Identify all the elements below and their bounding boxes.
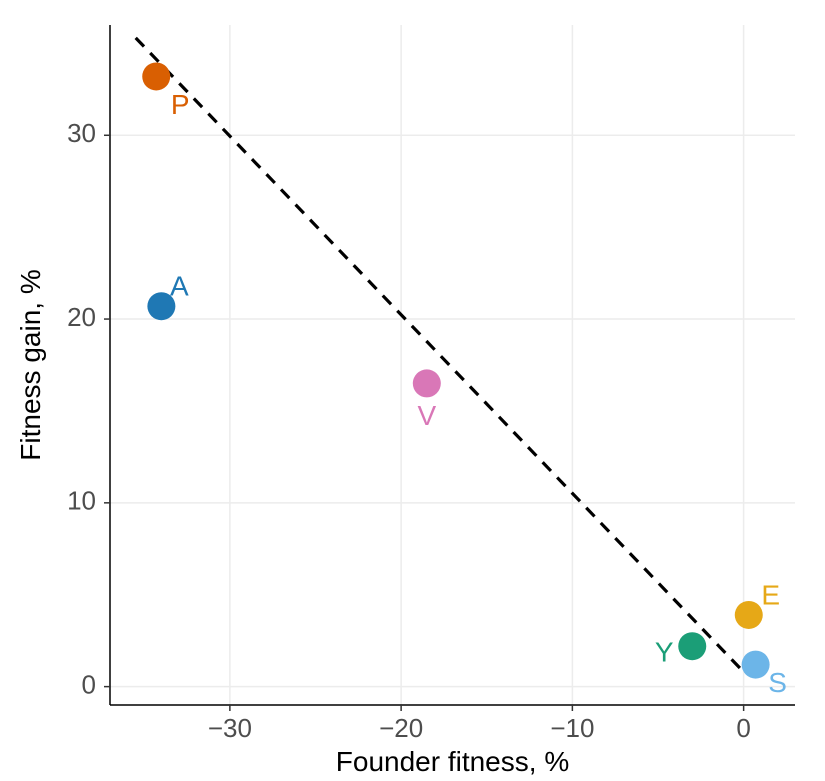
point-label: P [171, 89, 190, 120]
point-label: V [417, 400, 436, 431]
chart-svg: P A V Y E S −30 −20 −10 0 0 10 20 30 Founder fitness, … [0, 0, 825, 781]
point-label: S [768, 667, 787, 698]
x-tick-label: −30 [208, 713, 252, 743]
data-point [742, 651, 770, 679]
scatter-chart: P A V Y E S −30 −20 −10 0 0 10 20 30 Founder fitness, … [0, 0, 825, 781]
plot-area [110, 25, 795, 705]
x-tick-label: 0 [736, 713, 750, 743]
x-tick-label: −10 [550, 713, 594, 743]
y-axis-label: Fitness gain, % [15, 269, 46, 460]
data-point [413, 369, 441, 397]
point-label: Y [655, 637, 674, 668]
x-tick-label: −20 [379, 713, 423, 743]
data-point [735, 601, 763, 629]
point-label: A [170, 271, 189, 302]
point-label: E [761, 579, 780, 610]
y-tick-label: 20 [67, 302, 96, 332]
data-point [678, 632, 706, 660]
y-tick-label: 30 [67, 118, 96, 148]
x-axis-label: Founder fitness, % [336, 746, 569, 777]
y-tick-label: 0 [82, 669, 96, 699]
data-point [142, 62, 170, 90]
y-tick-label: 10 [67, 486, 96, 516]
